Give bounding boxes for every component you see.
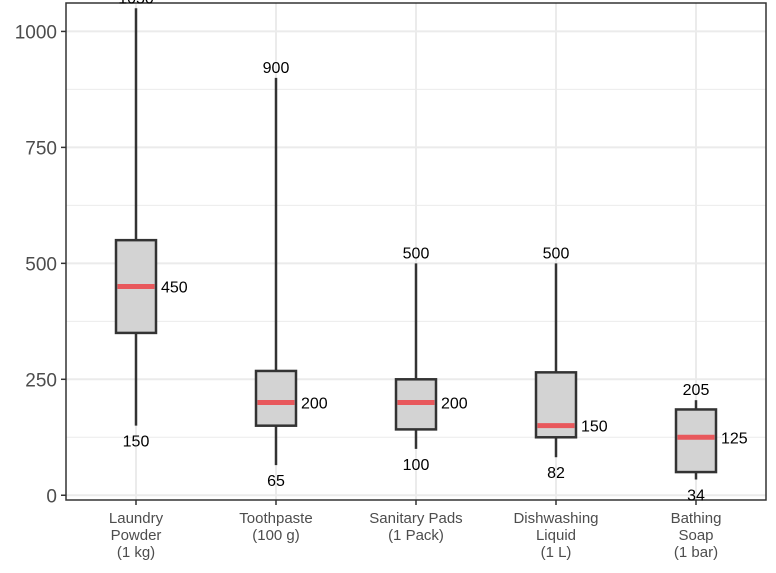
median-label: 125 (721, 430, 748, 447)
box-rect (674, 408, 718, 474)
boxes: 1050 450 150 900 200 65 500 200 100 500 150 82 205 12… (114, 0, 748, 504)
median-label: 200 (441, 395, 468, 412)
box-5: 205 125 34 (674, 382, 748, 504)
box-2: 900 200 65 (254, 60, 328, 490)
x-tick-label-line: Soap (678, 527, 713, 544)
min-label: 150 (123, 434, 150, 451)
max-label: 500 (403, 245, 430, 262)
min-label: 65 (267, 473, 285, 490)
max-label: 1050 (118, 0, 154, 7)
median-label: 200 (301, 395, 328, 412)
x-tick-label-line: (1 Pack) (388, 527, 444, 544)
box-1: 1050 450 150 (114, 0, 188, 451)
min-label: 100 (403, 457, 430, 474)
box-rect (254, 369, 298, 427)
x-tick-label-line: (1 L) (541, 544, 572, 561)
x-tick-label: Laundry Powder (1 kg) (109, 510, 164, 561)
x-tick-label-line: Liquid (536, 527, 576, 544)
y-tick-label: 1000 (15, 22, 57, 43)
box-3: 500 200 100 (394, 245, 468, 474)
x-tick-label-line: Laundry (109, 510, 164, 527)
x-axis: Laundry Powder (1 kg) Toothpaste (100 g) Sani… (109, 500, 722, 561)
y-tick-label: 250 (25, 370, 57, 391)
x-tick-label-line: Powder (111, 527, 162, 544)
y-tick-label: 500 (25, 254, 57, 275)
x-tick-label: Toothpaste (100 g) (239, 510, 312, 544)
max-label: 500 (543, 245, 570, 262)
x-tick-label-line: Toothpaste (239, 510, 312, 527)
max-label: 900 (263, 60, 290, 77)
x-tick-label-line: Sanitary Pads (369, 510, 462, 527)
median-label: 450 (161, 280, 188, 297)
x-tick-label-line: Dishwashing (513, 510, 598, 527)
min-label: 82 (547, 465, 565, 482)
x-tick-label-line: (1 kg) (117, 544, 155, 561)
median-label: 150 (581, 419, 608, 436)
x-tick-label-line: (1 bar) (674, 544, 718, 561)
y-tick-label: 0 (46, 486, 57, 507)
x-tick-label: Sanitary Pads (1 Pack) (369, 510, 462, 544)
x-tick-label-line: Bathing (671, 510, 722, 527)
max-label: 205 (683, 382, 710, 399)
x-tick-label-line: (100 g) (252, 527, 300, 544)
y-axis: 0 250 500 750 1000 (15, 22, 66, 507)
min-label: 34 (687, 487, 705, 504)
box-4: 500 150 82 (534, 245, 608, 482)
x-tick-label: Bathing Soap (1 bar) (671, 510, 722, 561)
x-tick-label: Dishwashing Liquid (1 L) (513, 510, 598, 561)
y-tick-label: 750 (25, 138, 57, 159)
